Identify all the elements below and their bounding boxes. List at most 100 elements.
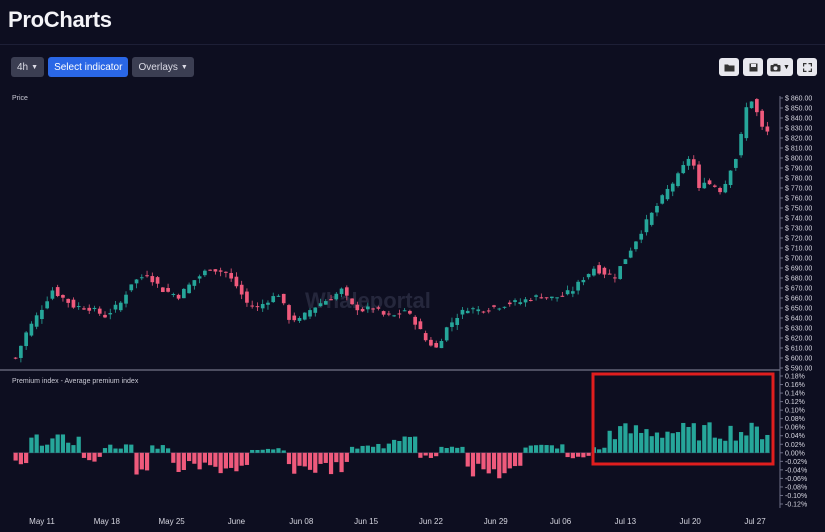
candle-body [544, 297, 549, 299]
premium-bar [223, 452, 229, 469]
candle-body [176, 294, 181, 299]
price-tick-label: $ 820.00 [785, 136, 812, 143]
candle-body [523, 299, 528, 303]
candle-body [749, 101, 754, 109]
candle-body [129, 284, 134, 291]
candle-body [34, 315, 39, 327]
candle-body [234, 276, 239, 287]
premium-bar [670, 433, 675, 453]
candle-body [702, 182, 707, 189]
premium-bar [97, 452, 102, 457]
premium-tick-label: 0.04% [785, 433, 805, 440]
premium-bar [507, 452, 512, 469]
price-tick-label: $ 720.00 [785, 236, 812, 243]
select-indicator-button[interactable]: Select indicator [48, 57, 129, 77]
candle-body [376, 307, 381, 309]
premium-bar [539, 444, 544, 453]
x-tick-label: Jul 13 [615, 517, 637, 526]
candle-body [502, 306, 507, 308]
premium-bar [749, 422, 754, 453]
candle-body [118, 302, 123, 311]
overlays-select[interactable]: Overlays ▼ [132, 57, 194, 77]
candle-body [697, 164, 701, 188]
chevron-down-icon: ▼ [783, 63, 790, 71]
save-button[interactable] [743, 58, 763, 76]
candle-body [334, 293, 339, 300]
premium-bar [108, 444, 113, 453]
premium-bar [465, 452, 470, 467]
top-bar: ProCharts [0, 0, 825, 45]
price-tick-label: $ 620.00 [785, 336, 812, 343]
candle-body [145, 275, 149, 277]
premium-tick-label: 0.00% [785, 450, 805, 457]
candle-body [528, 300, 533, 302]
premium-bar [560, 444, 565, 453]
candle-body [187, 284, 191, 294]
candle-body [481, 311, 486, 313]
premium-bar [176, 452, 181, 472]
premium-bar [491, 452, 497, 470]
candle-body [723, 183, 728, 193]
fullscreen-button[interactable] [797, 58, 817, 76]
screenshot-button[interactable]: ▼ [767, 58, 793, 76]
highlight-box [591, 372, 775, 466]
premium-bar [481, 452, 486, 470]
premium-bar [244, 452, 250, 465]
premium-bar [407, 436, 413, 453]
x-tick-label: Jun 29 [484, 517, 509, 526]
premium-bar [339, 452, 344, 473]
premium-bar [139, 452, 144, 470]
candle-body [465, 310, 470, 314]
premium-bar [654, 432, 660, 453]
candle-body [686, 158, 691, 166]
premium-bar [418, 452, 423, 458]
premium-bar [365, 445, 370, 453]
candle-body [250, 305, 255, 307]
premium-bar [738, 432, 744, 453]
candle-body [492, 305, 496, 307]
candle-body [649, 212, 654, 225]
candle-body [450, 322, 454, 327]
premium-bar [618, 426, 623, 453]
premium-bar [502, 452, 507, 474]
premium-bar [675, 432, 681, 453]
candle-body [418, 321, 423, 330]
candle-body [507, 302, 512, 305]
premium-bar [34, 434, 39, 453]
x-tick-label: Jun 22 [419, 517, 444, 526]
candle-body [239, 284, 244, 295]
candle-body [50, 290, 55, 299]
premium-bar [397, 440, 402, 453]
premium-bar [381, 448, 386, 453]
candle-body [707, 180, 712, 185]
candle-body [486, 310, 491, 312]
candle-body [271, 296, 276, 303]
premium-bar [87, 452, 92, 461]
premium-tick-label: 0.02% [785, 442, 805, 449]
price-tick-label: $ 590.00 [785, 366, 812, 373]
candle-body [308, 310, 312, 317]
premium-bar [229, 452, 234, 468]
premium-bar [744, 435, 749, 453]
chart-actions: ▼ [719, 58, 817, 76]
premium-bar [512, 452, 518, 467]
price-tick-label: $ 700.00 [785, 256, 812, 263]
candle-body [192, 280, 197, 286]
candle-body [71, 299, 76, 308]
candle-body [408, 310, 412, 314]
candle-body [29, 323, 34, 336]
candle-body [681, 165, 686, 174]
candle-body [539, 297, 544, 299]
premium-bar [702, 425, 707, 453]
candle-body [360, 308, 365, 312]
premium-bar [208, 452, 213, 466]
candle-body [103, 314, 107, 318]
candle-body [19, 345, 23, 358]
open-folder-button[interactable] [719, 58, 739, 76]
interval-select[interactable]: 4h ▼ [11, 57, 45, 77]
premium-bar [681, 422, 686, 453]
premium-tick-label: -0.02% [785, 459, 807, 466]
premium-bar [55, 434, 60, 453]
candle-body [92, 307, 97, 310]
